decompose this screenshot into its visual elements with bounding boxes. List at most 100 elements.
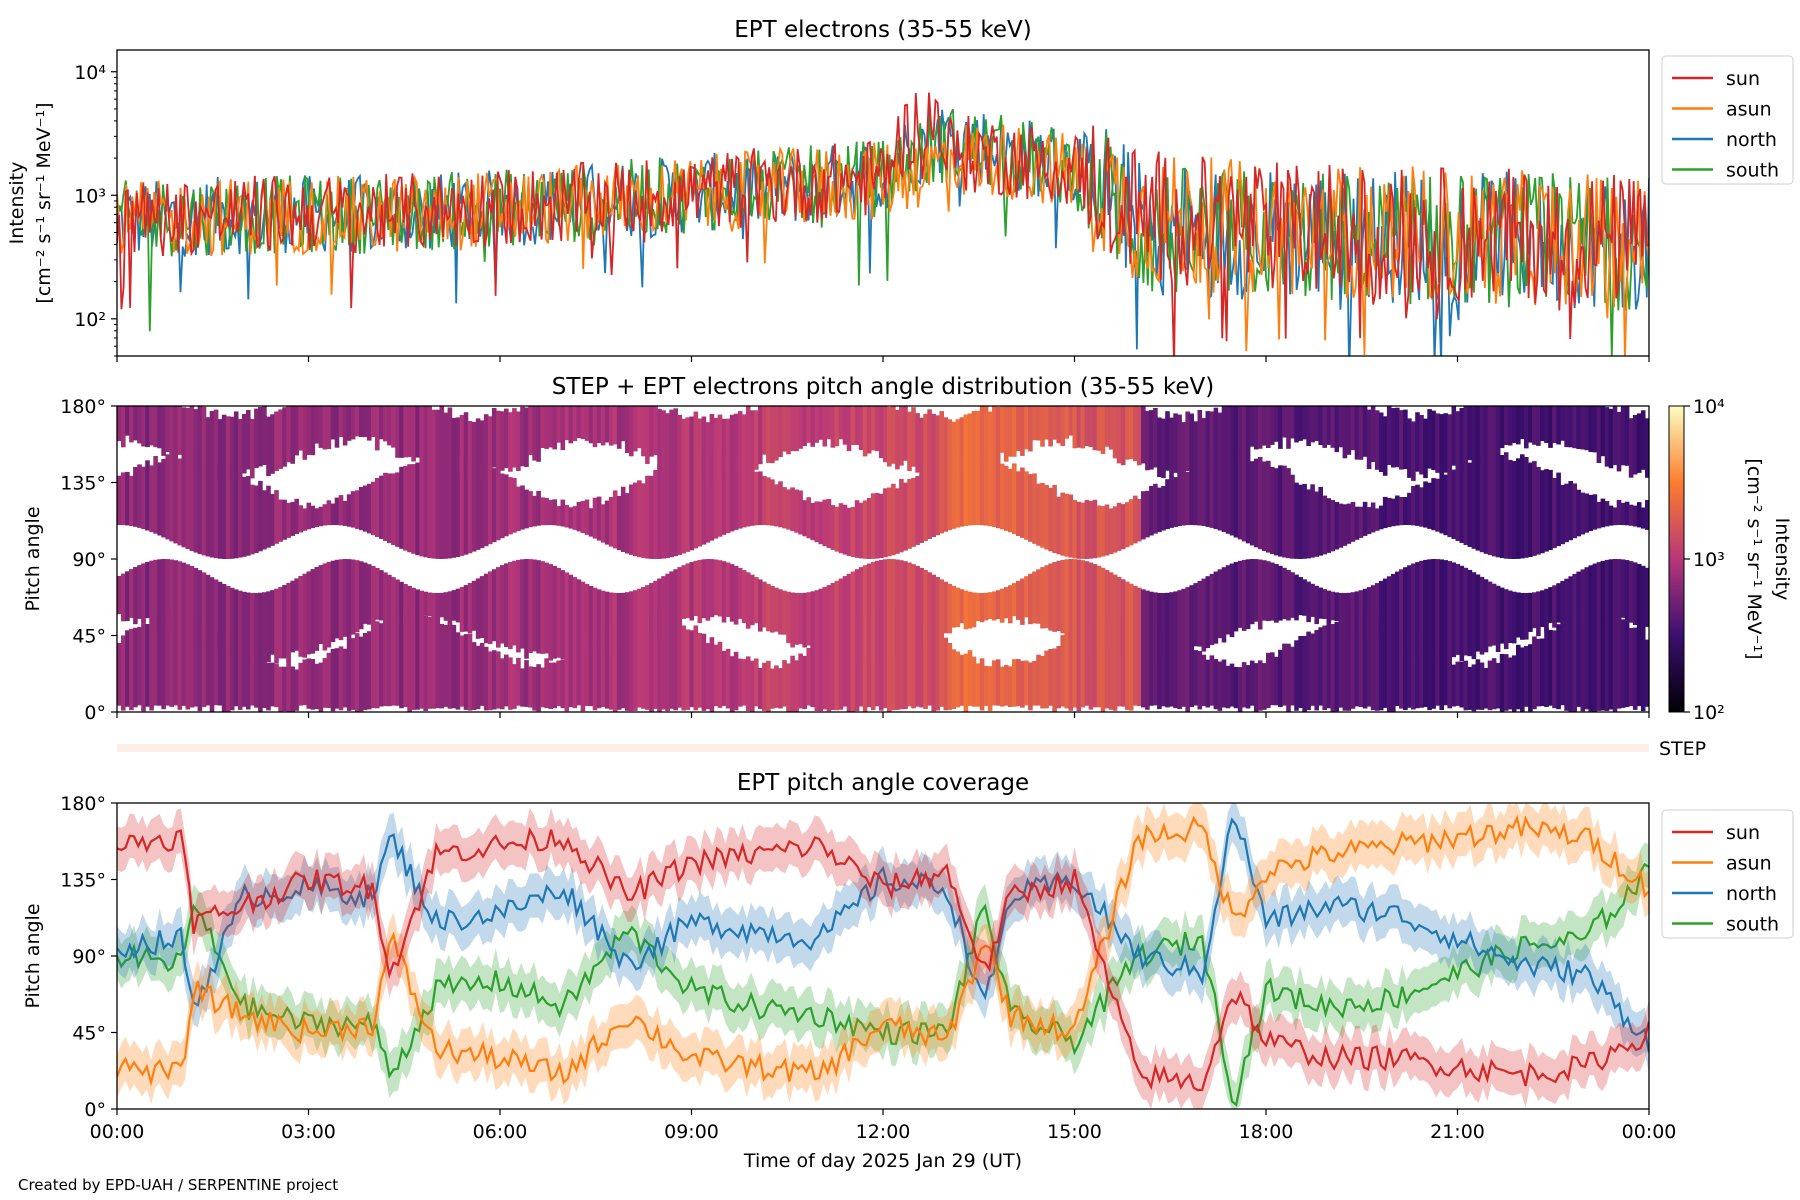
heatmap-cell <box>814 406 820 443</box>
heatmap-cell <box>1314 406 1319 441</box>
heatmap-cell <box>1560 617 1565 706</box>
heatmap-cell <box>221 466 227 559</box>
heatmap-cell <box>1153 483 1158 534</box>
heatmap-cell <box>834 580 840 654</box>
heatmap-cell <box>1503 452 1509 559</box>
heatmap-cell <box>233 642 239 707</box>
heatmap-cell <box>447 591 453 627</box>
heatmap-cell <box>862 618 868 712</box>
colorbar-tick-label: 10³ <box>1693 549 1725 571</box>
heatmap-cell <box>286 659 291 712</box>
heatmap-cell <box>661 469 666 559</box>
heatmap-cell <box>1548 629 1553 706</box>
heatmap-cell <box>318 506 324 527</box>
heatmap-cell <box>1217 569 1223 639</box>
heatmap-cell <box>354 406 360 437</box>
heatmap-cell <box>745 465 751 527</box>
heatmap-cell <box>862 500 868 559</box>
heatmap-cell <box>870 406 876 451</box>
heatmap-cell <box>415 589 420 623</box>
heatmap-cell <box>677 414 682 475</box>
heatmap-cell <box>1056 646 1061 709</box>
heatmap-cell <box>145 460 150 531</box>
heatmap-cell <box>1596 501 1602 529</box>
heatmap-cell <box>991 660 997 706</box>
heatmap-cell <box>1479 662 1485 710</box>
heatmap-cell <box>302 508 308 531</box>
heatmap-cell <box>141 563 146 623</box>
heatmap-cell <box>1330 500 1336 552</box>
heatmap-cell <box>1080 623 1086 708</box>
heatmap-cell <box>1181 588 1186 659</box>
heatmap-cell <box>1120 406 1126 466</box>
heatmap-cell <box>137 626 142 706</box>
heatmap-cell <box>947 643 953 710</box>
legend-box <box>1661 809 1794 939</box>
heatmap-cell <box>979 658 985 711</box>
heatmap-cell <box>1451 469 1457 539</box>
panel2-heatmap <box>117 406 1649 712</box>
heatmap-cell <box>334 406 340 448</box>
heatmap-cell <box>846 507 852 556</box>
heatmap-cell <box>1592 406 1598 453</box>
heatmap-cell <box>262 592 267 655</box>
heatmap-cell <box>879 406 884 459</box>
heatmap-cell <box>967 453 973 526</box>
heatmap-cell <box>1370 406 1376 462</box>
heatmap-cell <box>1524 593 1529 640</box>
heatmap-cell <box>1068 494 1074 558</box>
heatmap-cell <box>471 462 477 552</box>
heatmap-cell <box>1645 567 1649 627</box>
heatmap-cell <box>1201 654 1207 707</box>
heatmap-cell <box>1306 489 1311 559</box>
heatmap-cell <box>1314 491 1319 557</box>
heatmap-cell <box>1378 580 1384 640</box>
heatmap-cell <box>157 406 162 449</box>
heatmap-cell <box>1471 572 1477 660</box>
heatmap-cell <box>1104 620 1110 709</box>
legend-label-south: south <box>1726 160 1779 182</box>
heatmap-cell <box>1177 640 1182 710</box>
heatmap-cell <box>274 490 279 544</box>
colorbar-label: Intensity <box>1771 518 1793 601</box>
heatmap-cell <box>1044 650 1049 709</box>
panel1-ylabel-line2: [cm⁻² s⁻¹ sr⁻¹ MeV⁻¹] <box>33 102 55 303</box>
heatmap-cell <box>254 485 259 553</box>
heatmap-cell <box>689 562 695 621</box>
heatmap-cell <box>951 585 957 628</box>
heatmap-cell <box>258 407 263 467</box>
heatmap-cell <box>1580 492 1586 535</box>
heatmap-cell <box>701 559 707 619</box>
heatmap-cell <box>1354 406 1360 460</box>
heatmap-cell <box>818 588 824 656</box>
heatmap-cell <box>778 406 783 457</box>
heatmap-cell <box>165 612 170 706</box>
heatmap-cell <box>1645 639 1649 707</box>
heatmap-cell <box>1620 502 1626 526</box>
heatmap-cell <box>1620 619 1626 708</box>
heatmap-cell <box>117 475 122 525</box>
heatmap-cell <box>838 629 844 710</box>
heatmap-cell <box>802 655 807 710</box>
x-tick-label: 03:00 <box>281 1121 336 1143</box>
heatmap-cell <box>1318 627 1323 706</box>
heatmap-cell <box>895 488 900 554</box>
heatmap-cell <box>673 408 678 468</box>
heatmap-cell <box>181 609 187 706</box>
heatmap-cell <box>798 653 803 709</box>
heatmap-cell <box>1548 469 1553 550</box>
heatmap-cell <box>1048 487 1053 552</box>
heatmap-cell <box>439 450 445 559</box>
heatmap-cell <box>923 467 928 541</box>
heatmap-cell <box>1229 563 1235 638</box>
heatmap-cell <box>310 659 316 710</box>
heatmap-cell <box>1249 406 1255 447</box>
heatmap-cell <box>705 643 711 710</box>
heatmap-cell <box>637 612 642 708</box>
heatmap-cell <box>1253 559 1259 622</box>
heatmap-cell <box>879 616 884 711</box>
heatmap-cell <box>1028 573 1033 625</box>
heatmap-cell <box>266 591 271 663</box>
heatmap-cell <box>1112 506 1118 553</box>
heatmap-cell <box>794 406 799 452</box>
